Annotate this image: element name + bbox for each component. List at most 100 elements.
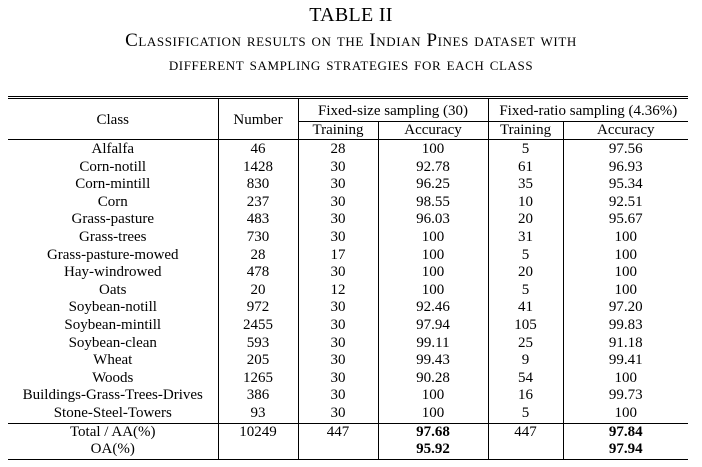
cell-fs-accuracy: 92.46 bbox=[378, 299, 489, 317]
oa-fr-accuracy: 97.94 bbox=[563, 441, 689, 460]
table-row: Soybean-clean 593 30 99.11 25 91.18 bbox=[8, 334, 688, 353]
cell-fs-accuracy: 96.03 bbox=[378, 211, 489, 229]
cell-class: Oats bbox=[8, 281, 219, 300]
cell-number: 205 bbox=[218, 352, 299, 370]
totals-fr-accuracy: 97.84 bbox=[563, 422, 689, 442]
cell-fr-accuracy: 95.67 bbox=[608, 211, 643, 228]
cell-fs-accuracy: 100 bbox=[378, 264, 489, 282]
cell-fr-training: 5 bbox=[488, 404, 564, 423]
oa-label: OA(%) bbox=[8, 441, 219, 460]
totals-row: Total / AA(%) 10249 447 97.68 447 97.84 bbox=[8, 422, 689, 442]
cell-fs-accuracy: 99.43 bbox=[378, 352, 489, 370]
totals-fs-training: 447 bbox=[298, 422, 379, 442]
cell-fr-accuracy: 100 bbox=[614, 369, 638, 386]
cell-number: 28 bbox=[218, 246, 299, 265]
cell-fs-accuracy: 100 bbox=[378, 387, 489, 405]
cell-number: 593 bbox=[218, 334, 299, 353]
table-row: Wheat 205 30 99.43 9 99.41 bbox=[8, 352, 688, 370]
table-row: Corn-mintill 830 30 96.25 35 95.34 bbox=[8, 176, 688, 194]
table-row: Grass-pasture-mowed 28 17 100 5 100 bbox=[8, 246, 688, 265]
cell-fs-training: 30 bbox=[298, 404, 379, 423]
cell-fr-training: 31 bbox=[488, 228, 564, 247]
table-body: Alfalfa 46 28 100 5 97.56 Corn-notill 1428 30 92.… bbox=[8, 139, 688, 423]
cell-fr-accuracy: 99.73 bbox=[608, 387, 643, 404]
cell-fr-training: 5 bbox=[488, 139, 564, 159]
cell-class: Soybean-notill bbox=[8, 299, 219, 317]
totals-fr-training: 447 bbox=[488, 422, 564, 442]
table-label: TABLE II bbox=[309, 4, 393, 26]
cell-class: Wheat bbox=[8, 352, 219, 370]
cell-class: Grass-pasture bbox=[8, 211, 219, 229]
cell-fr-accuracy: 100 bbox=[614, 264, 638, 281]
cell-fs-training: 30 bbox=[298, 158, 379, 177]
cell-fr-training: 9 bbox=[488, 352, 564, 370]
cell-fr-training: 105 bbox=[488, 316, 564, 335]
header-fixed-ratio-group: Fixed-ratio sampling (4.36%) bbox=[488, 96, 689, 122]
oa-fr-training bbox=[488, 441, 564, 460]
cell-fr-training: 61 bbox=[488, 158, 564, 177]
totals-label: Total / AA(%) bbox=[8, 422, 219, 442]
results-table: Class Number Fixed-size sampling (30) Fi… bbox=[8, 96, 689, 460]
cell-fs-training: 30 bbox=[298, 352, 379, 370]
table-row: Grass-trees 730 30 100 31 100 bbox=[8, 228, 688, 247]
header-number: Number bbox=[218, 96, 299, 140]
cell-fs-training: 30 bbox=[298, 176, 379, 194]
cell-fs-training: 30 bbox=[298, 369, 379, 388]
cell-fs-training: 30 bbox=[298, 264, 379, 282]
table-row: Stone-Steel-Towers 93 30 100 5 100 bbox=[8, 404, 688, 423]
cell-fr-accuracy: 97.56 bbox=[608, 141, 643, 157]
cell-fr-accuracy: 100 bbox=[614, 228, 638, 245]
cell-class: Soybean-clean bbox=[8, 334, 219, 353]
cell-number: 20 bbox=[218, 281, 299, 300]
table-footer: Total / AA(%) 10249 447 97.68 447 97.84 … bbox=[8, 422, 689, 460]
cell-fs-accuracy: 100 bbox=[378, 139, 489, 159]
cell-fs-training: 30 bbox=[298, 299, 379, 317]
cell-fr-accuracy: 97.20 bbox=[608, 299, 643, 316]
cell-number: 1265 bbox=[218, 369, 299, 388]
totals-number: 10249 bbox=[218, 422, 299, 442]
cell-fr-accuracy: 92.51 bbox=[608, 193, 643, 210]
header-fs-training: Training bbox=[298, 121, 379, 140]
cell-number: 2455 bbox=[218, 316, 299, 335]
cell-fr-accuracy: 100 bbox=[614, 281, 638, 298]
cell-fs-accuracy: 90.28 bbox=[378, 369, 489, 388]
table-caption-line-2: different sampling strategies for each c… bbox=[168, 54, 534, 75]
cell-fr-training: 5 bbox=[488, 246, 564, 265]
cell-fr-accuracy: 100 bbox=[614, 246, 638, 263]
cell-fs-training: 30 bbox=[298, 316, 379, 335]
oa-fs-training bbox=[298, 441, 379, 460]
cell-fr-accuracy: 91.18 bbox=[608, 334, 643, 351]
header-class: Class bbox=[8, 96, 219, 140]
oa-row: OA(%) 95.92 97.94 bbox=[8, 441, 689, 460]
header-fr-training: Training bbox=[488, 121, 564, 140]
cell-fs-training: 30 bbox=[298, 228, 379, 247]
totals-fs-accuracy: 97.68 bbox=[378, 422, 489, 442]
table-row: Hay-windrowed 478 30 100 20 100 bbox=[8, 264, 688, 282]
table-row: Oats 20 12 100 5 100 bbox=[8, 281, 688, 300]
cell-fr-accuracy: 100 bbox=[614, 404, 638, 421]
cell-fs-training: 28 bbox=[298, 139, 379, 159]
cell-fr-training: 35 bbox=[488, 176, 564, 194]
cell-fs-accuracy: 96.25 bbox=[378, 176, 489, 194]
table-row: Buildings-Grass-Trees-Drives 386 30 100 16 99… bbox=[8, 387, 688, 405]
cell-fs-accuracy: 98.55 bbox=[378, 193, 489, 212]
cell-fs-accuracy: 92.78 bbox=[378, 158, 489, 177]
cell-class: Corn-mintill bbox=[8, 176, 219, 194]
cell-fs-training: 30 bbox=[298, 334, 379, 353]
cell-number: 93 bbox=[218, 404, 299, 423]
table-row: Soybean-notill 972 30 92.46 41 97.20 bbox=[8, 299, 688, 317]
cell-number: 483 bbox=[218, 211, 299, 229]
table-row: Soybean-mintill 2455 30 97.94 105 99.83 bbox=[8, 316, 688, 335]
oa-fs-accuracy: 95.92 bbox=[378, 441, 489, 460]
cell-fr-accuracy: 99.83 bbox=[608, 316, 643, 333]
cell-fr-training: 54 bbox=[488, 369, 564, 388]
cell-fr-training: 41 bbox=[488, 299, 564, 317]
cell-fr-accuracy: 99.41 bbox=[608, 352, 643, 369]
table-caption-line-1: Classification results on the Indian Pin… bbox=[125, 30, 577, 51]
cell-fr-training: 16 bbox=[488, 387, 564, 405]
table-row: Alfalfa 46 28 100 5 97.56 bbox=[8, 139, 688, 159]
cell-fs-accuracy: 100 bbox=[378, 281, 489, 300]
header-fixed-size-group: Fixed-size sampling (30) bbox=[298, 96, 489, 122]
cell-class: Alfalfa bbox=[8, 139, 219, 159]
cell-number: 1428 bbox=[218, 158, 299, 177]
